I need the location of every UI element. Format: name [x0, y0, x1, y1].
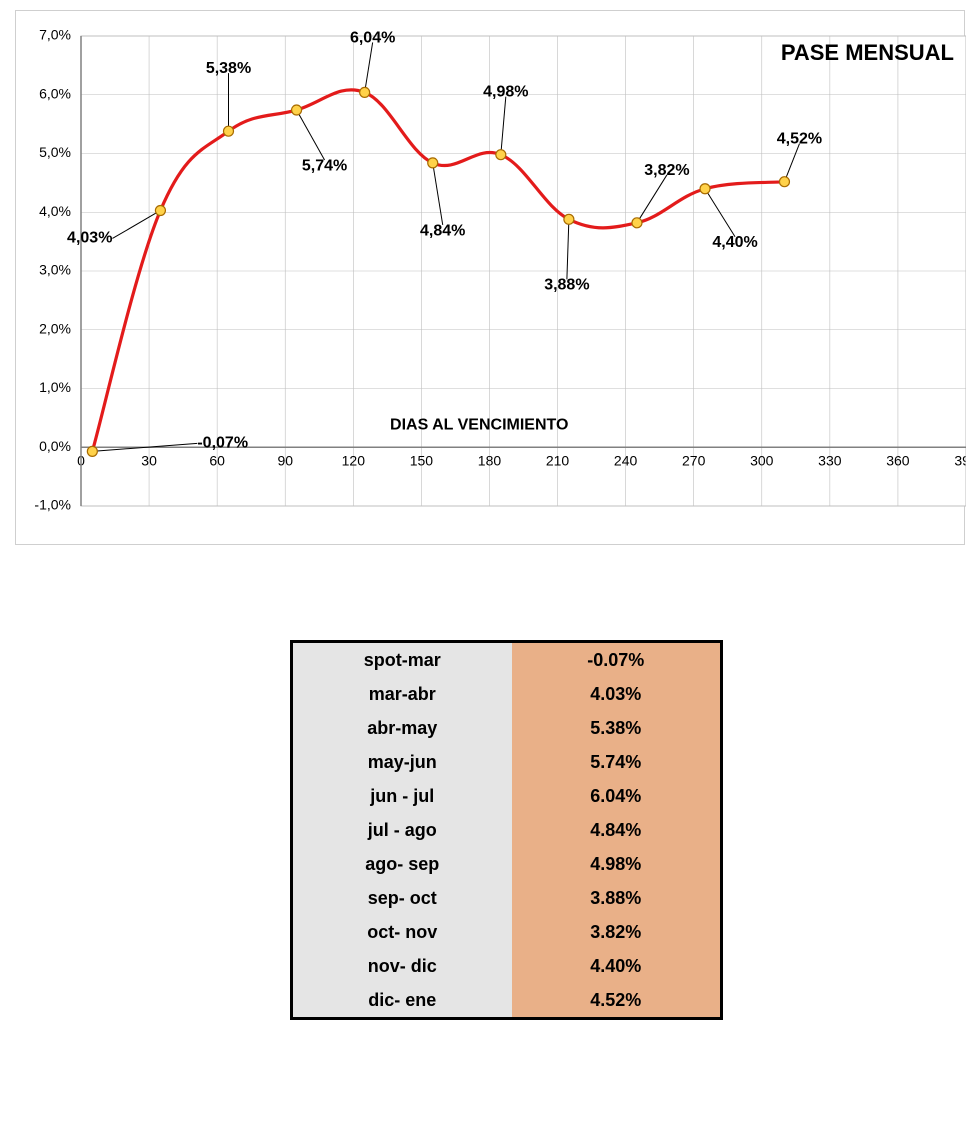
y-tick-label: 4,0% [39, 203, 71, 219]
x-tick-label: 30 [141, 452, 157, 468]
x-axis-label: DIAS AL VENCIMIENTO [390, 416, 568, 433]
value-cell: 5.74% [512, 745, 722, 779]
data-label: 4,84% [420, 222, 465, 239]
table-row: jun - jul6.04% [292, 779, 722, 813]
data-label: 4,98% [483, 84, 528, 101]
table-row: dic- ene4.52% [292, 983, 722, 1019]
data-label: 4,52% [777, 131, 822, 148]
value-cell: 6.04% [512, 779, 722, 813]
value-cell: 4.40% [512, 949, 722, 983]
y-tick-label: -1,0% [34, 497, 71, 513]
table-row: sep- oct3.88% [292, 881, 722, 915]
value-cell: 5.38% [512, 711, 722, 745]
value-cell: -0.07% [512, 642, 722, 678]
y-tick-label: 7,0% [39, 27, 71, 43]
page: -1,0%0,0%1,0%2,0%3,0%4,0%5,0%6,0%7,0%030… [0, 0, 980, 1127]
table-row: oct- nov3.82% [292, 915, 722, 949]
data-marker [224, 126, 234, 136]
period-cell: jul - ago [292, 813, 512, 847]
y-tick-label: 0,0% [39, 438, 71, 454]
x-tick-label: 390 [954, 452, 966, 468]
x-tick-label: 90 [277, 452, 293, 468]
period-cell: oct- nov [292, 915, 512, 949]
data-label: 5,74% [302, 157, 347, 174]
data-marker [87, 446, 97, 456]
data-label: -0,07% [197, 435, 248, 452]
x-tick-label: 150 [410, 452, 434, 468]
data-marker [155, 205, 165, 215]
data-label: 3,88% [544, 277, 589, 294]
data-table: spot-mar-0.07%mar-abr4.03%abr-may5.38%ma… [290, 640, 723, 1020]
data-label: 6,04% [350, 29, 395, 46]
period-cell: sep- oct [292, 881, 512, 915]
data-label: 4,03% [67, 230, 112, 247]
period-cell: spot-mar [292, 642, 512, 678]
data-marker [779, 177, 789, 187]
table-row: may-jun5.74% [292, 745, 722, 779]
data-label: 4,40% [712, 234, 757, 251]
y-tick-label: 5,0% [39, 144, 71, 160]
data-marker [564, 214, 574, 224]
value-cell: 4.84% [512, 813, 722, 847]
period-cell: abr-may [292, 711, 512, 745]
data-label: 5,38% [206, 60, 251, 77]
chart-svg: -1,0%0,0%1,0%2,0%3,0%4,0%5,0%6,0%7,0%030… [16, 11, 966, 546]
pase-mensual-table: spot-mar-0.07%mar-abr4.03%abr-may5.38%ma… [290, 640, 723, 1020]
y-tick-label: 3,0% [39, 262, 71, 278]
data-marker [360, 87, 370, 97]
value-cell: 4.03% [512, 677, 722, 711]
value-cell: 3.88% [512, 881, 722, 915]
table-row: nov- dic4.40% [292, 949, 722, 983]
table-row: jul - ago4.84% [292, 813, 722, 847]
y-tick-label: 1,0% [39, 379, 71, 395]
x-tick-label: 210 [546, 452, 570, 468]
data-label: 3,82% [644, 162, 689, 179]
chart-title: PASE MENSUAL [781, 40, 954, 65]
period-cell: mar-abr [292, 677, 512, 711]
table-row: spot-mar-0.07% [292, 642, 722, 678]
x-tick-label: 60 [209, 452, 225, 468]
x-tick-label: 270 [682, 452, 706, 468]
y-tick-label: 2,0% [39, 320, 71, 336]
period-cell: ago- sep [292, 847, 512, 881]
value-cell: 3.82% [512, 915, 722, 949]
data-marker [632, 218, 642, 228]
x-tick-label: 120 [342, 452, 366, 468]
data-marker [292, 105, 302, 115]
period-cell: nov- dic [292, 949, 512, 983]
pase-mensual-chart: -1,0%0,0%1,0%2,0%3,0%4,0%5,0%6,0%7,0%030… [15, 10, 965, 545]
period-cell: dic- ene [292, 983, 512, 1019]
x-tick-label: 300 [750, 452, 774, 468]
table-row: ago- sep4.98% [292, 847, 722, 881]
x-tick-label: 330 [818, 452, 842, 468]
data-marker [428, 158, 438, 168]
period-cell: may-jun [292, 745, 512, 779]
x-tick-label: 360 [886, 452, 910, 468]
x-tick-label: 180 [478, 452, 502, 468]
table-row: abr-may5.38% [292, 711, 722, 745]
x-tick-label: 240 [614, 452, 638, 468]
value-cell: 4.52% [512, 983, 722, 1019]
y-tick-label: 6,0% [39, 85, 71, 101]
data-marker [496, 150, 506, 160]
table-row: mar-abr4.03% [292, 677, 722, 711]
period-cell: jun - jul [292, 779, 512, 813]
value-cell: 4.98% [512, 847, 722, 881]
data-marker [700, 184, 710, 194]
